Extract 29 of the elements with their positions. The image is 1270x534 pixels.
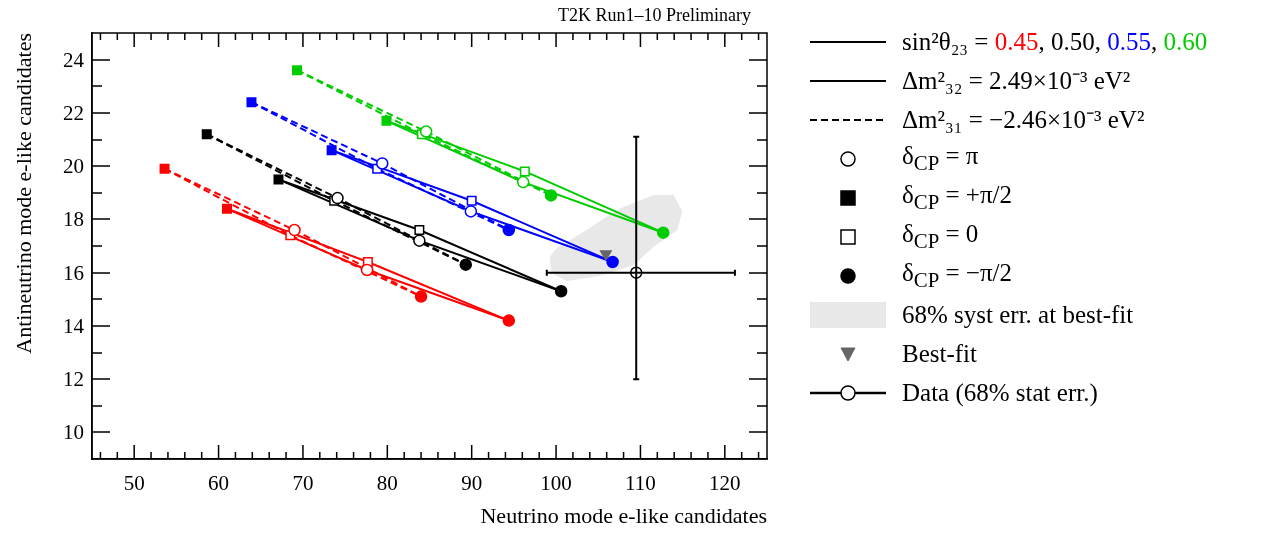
y-tick-label: 16 <box>63 261 84 285</box>
x-axis-title: Neutrino mode e-like candidates <box>480 502 767 528</box>
legend-label: δ$_{CP}$ = −π/2 <box>902 259 1013 293</box>
y-tick-label: 12 <box>63 367 84 391</box>
y-tick-label: 14 <box>63 314 85 338</box>
legend-label: Data (68% stat err.) <box>902 379 1098 406</box>
legend-label: δ$_{CP}$ = +π/2 <box>902 181 1013 215</box>
x-tick-label: 70 <box>292 471 314 495</box>
x-tick-label: 110 <box>625 471 656 495</box>
y-tick-label: 22 <box>63 101 84 125</box>
y-tick-label: 24 <box>63 48 85 72</box>
y-tick-label: 20 <box>63 154 84 178</box>
y-axis-title: Antineutrino mode e-like candidates <box>10 33 36 354</box>
y-tick-label: 10 <box>63 420 84 444</box>
legend-label: 68% syst err. at best-fit <box>902 301 1134 328</box>
y-tick-label: 18 <box>63 207 84 231</box>
x-tick-label: 60 <box>208 471 230 495</box>
legend-label: δ$_{CP}$ = π <box>902 142 979 176</box>
legend-label: Best-fit <box>902 340 977 367</box>
legend-title: sin²θ₂₃ = 0.45, 0.50, 0.55, 0.60 <box>902 28 1208 55</box>
chart-title: T2K Run1–10 Preliminary <box>558 5 751 25</box>
legend-label: δ$_{CP}$ = 0 <box>902 220 979 254</box>
x-tick-label: 120 <box>709 471 741 495</box>
x-tick-label: 100 <box>540 471 572 495</box>
legend-label: Δm²₃₂ = 2.49×10⁻³ eV² <box>902 67 1131 94</box>
legend-label: Δm²₃₁ = −2.46×10⁻³ eV² <box>902 106 1145 133</box>
x-tick-label: 50 <box>123 471 145 495</box>
x-tick-label: 80 <box>376 471 398 495</box>
x-tick-label: 90 <box>461 471 483 495</box>
